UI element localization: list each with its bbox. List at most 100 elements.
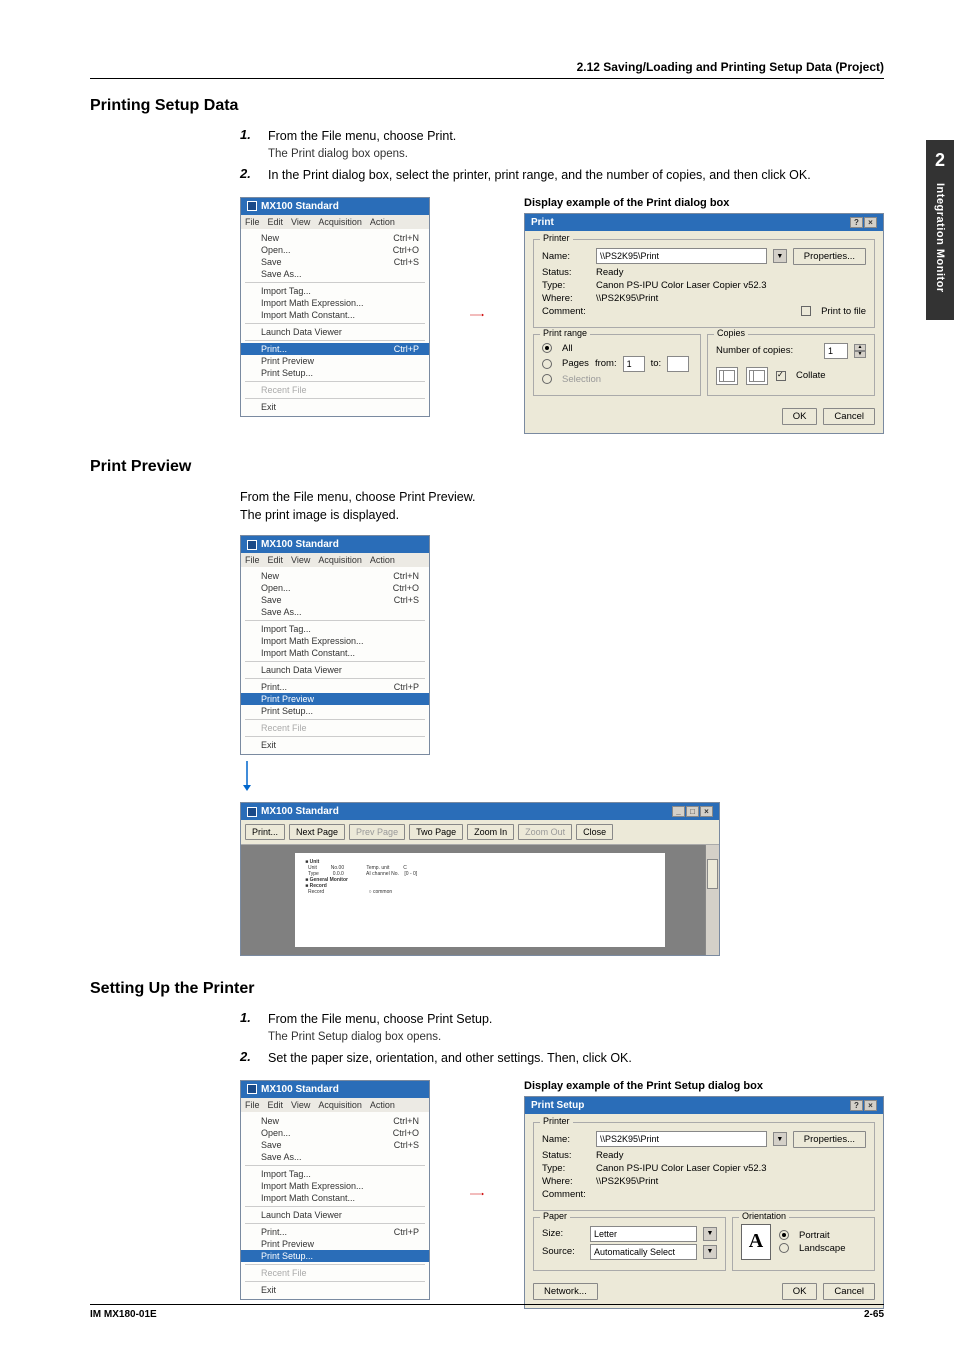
label: Print to file bbox=[821, 306, 866, 317]
preview-area: ■ Unit Unit No.00 Temp. unit C Type 0.0.… bbox=[241, 845, 719, 955]
label: Status: bbox=[542, 267, 590, 278]
label: to: bbox=[651, 358, 662, 369]
preview-close-button[interactable]: Close bbox=[576, 824, 613, 840]
properties-button[interactable]: Properties... bbox=[793, 1131, 866, 1148]
from-input[interactable]: 1 bbox=[623, 356, 645, 372]
print-preview-window: MX100 Standard _□× Print... Next Page Pr… bbox=[240, 802, 720, 956]
section-header: 2.12 Saving/Loading and Printing Setup D… bbox=[90, 60, 884, 79]
range-all-radio[interactable] bbox=[542, 343, 552, 353]
properties-button[interactable]: Properties... bbox=[793, 248, 866, 265]
figure-caption: Display example of the Print Setup dialo… bbox=[524, 1080, 884, 1092]
dialog-titlebar: Print Setup ?× bbox=[525, 1097, 883, 1114]
paper-source-select[interactable]: Automatically Select bbox=[590, 1244, 697, 1260]
collate-checkbox[interactable] bbox=[776, 371, 786, 381]
where-value: \\PS2K95\Print bbox=[596, 1176, 658, 1187]
label: Number of copies: bbox=[716, 345, 793, 356]
arrow-down-icon bbox=[240, 761, 254, 791]
range-pages-radio[interactable] bbox=[542, 359, 552, 369]
file-menu-figure: MX100 StandardFileEditViewAcquisitionAct… bbox=[240, 197, 430, 417]
step: 1. From the File menu, choose Print Setu… bbox=[240, 1010, 884, 1043]
dialog-titlebar: MX100 Standard _□× bbox=[241, 803, 719, 820]
step-subtext: The Print dialog box opens. bbox=[268, 148, 456, 160]
window-buttons: ?× bbox=[849, 217, 877, 228]
label: Portrait bbox=[799, 1230, 830, 1241]
label: Size: bbox=[542, 1228, 584, 1239]
step-text: Set the paper size, orientation, and oth… bbox=[268, 1049, 632, 1068]
preview-zoom-in-button[interactable]: Zoom In bbox=[467, 824, 514, 840]
preview-toolbar: Print... Next Page Prev Page Two Page Zo… bbox=[241, 820, 719, 845]
status-value: Ready bbox=[596, 1150, 623, 1161]
print-setup-dialog: Print Setup ?× Printer Name: \\PS2K95\Pr… bbox=[524, 1096, 884, 1309]
window-buttons: ?× bbox=[849, 1100, 877, 1111]
dropdown-icon[interactable]: ▼ bbox=[773, 249, 787, 263]
dialog-title: Print Setup bbox=[531, 1100, 584, 1111]
type-value: Canon PS-IPU Color Laser Copier v52.3 bbox=[596, 280, 767, 291]
dialog-titlebar: Print ?× bbox=[525, 214, 883, 231]
landscape-radio[interactable] bbox=[779, 1243, 789, 1253]
maximize-button[interactable]: □ bbox=[686, 806, 699, 817]
network-button[interactable]: Network... bbox=[533, 1283, 598, 1300]
body-text: The print image is displayed. bbox=[240, 506, 884, 525]
dropdown-icon[interactable]: ▼ bbox=[773, 1132, 787, 1146]
preview-prev-button: Prev Page bbox=[349, 824, 405, 840]
close-button[interactable]: × bbox=[864, 1100, 877, 1111]
where-value: \\PS2K95\Print bbox=[596, 293, 658, 304]
cancel-button[interactable]: Cancel bbox=[823, 408, 875, 425]
scrollbar[interactable] bbox=[705, 845, 719, 955]
preview-print-button[interactable]: Print... bbox=[245, 824, 285, 840]
dialog-title: Print bbox=[531, 217, 554, 228]
label: Selection bbox=[562, 374, 601, 385]
paper-size-select[interactable]: Letter bbox=[590, 1226, 697, 1242]
help-button[interactable]: ? bbox=[850, 217, 863, 228]
step-text: In the Print dialog box, select the prin… bbox=[268, 166, 811, 185]
to-input[interactable] bbox=[667, 356, 689, 372]
label: Where: bbox=[542, 293, 590, 304]
close-button[interactable]: × bbox=[700, 806, 713, 817]
copies-spinner[interactable]: ▲▼ bbox=[854, 344, 866, 358]
preview-page: ■ Unit Unit No.00 Temp. unit C Type 0.0.… bbox=[295, 853, 665, 947]
printer-name-select[interactable]: \\PS2K95\Print bbox=[596, 1131, 767, 1147]
step-number: 2. bbox=[240, 1049, 268, 1068]
printer-name-select[interactable]: \\PS2K95\Print bbox=[596, 248, 767, 264]
copies-input[interactable]: 1 bbox=[824, 343, 848, 359]
label: Pages bbox=[562, 358, 589, 369]
type-value: Canon PS-IPU Color Laser Copier v52.3 bbox=[596, 1163, 767, 1174]
cancel-button[interactable]: Cancel bbox=[823, 1283, 875, 1300]
ok-button[interactable]: OK bbox=[782, 1283, 818, 1300]
step-subtext: The Print Setup dialog box opens. bbox=[268, 1031, 492, 1043]
label: Name: bbox=[542, 251, 590, 262]
file-menu-figure: MX100 StandardFileEditViewAcquisitionAct… bbox=[240, 1080, 430, 1300]
label: All bbox=[562, 343, 573, 354]
portrait-radio[interactable] bbox=[779, 1230, 789, 1240]
range-selection-radio bbox=[542, 374, 552, 384]
footer: IM MX180-01E 2-65 bbox=[90, 1304, 884, 1320]
dropdown-icon[interactable]: ▼ bbox=[703, 1227, 717, 1241]
help-button[interactable]: ? bbox=[850, 1100, 863, 1111]
window-buttons: _□× bbox=[671, 806, 713, 817]
minimize-button[interactable]: _ bbox=[672, 806, 685, 817]
footer-left: IM MX180-01E bbox=[90, 1309, 157, 1320]
fieldset-legend: Paper bbox=[540, 1211, 570, 1221]
file-menu-figure: MX100 StandardFileEditViewAcquisitionAct… bbox=[240, 535, 884, 755]
heading-setting-up-printer: Setting Up the Printer bbox=[90, 980, 884, 998]
body-text: From the File menu, choose Print Preview… bbox=[240, 488, 884, 507]
footer-right: 2-65 bbox=[864, 1309, 884, 1320]
fieldset-legend: Print range bbox=[540, 328, 590, 338]
close-button[interactable]: × bbox=[864, 217, 877, 228]
preview-two-page-button[interactable]: Two Page bbox=[409, 824, 463, 840]
step: 2. In the Print dialog box, select the p… bbox=[240, 166, 884, 185]
window-title: MX100 Standard bbox=[261, 806, 339, 817]
step-text: From the File menu, choose Print Setup. bbox=[268, 1010, 492, 1029]
fieldset-legend: Orientation bbox=[739, 1211, 789, 1221]
dropdown-icon[interactable]: ▼ bbox=[703, 1245, 717, 1259]
collate-icon bbox=[716, 367, 738, 385]
orientation-icon: A bbox=[741, 1224, 771, 1260]
preview-next-button[interactable]: Next Page bbox=[289, 824, 345, 840]
fieldset-legend: Copies bbox=[714, 328, 748, 338]
print-to-file-checkbox[interactable] bbox=[801, 306, 811, 316]
arrow-right-icon bbox=[470, 1187, 484, 1201]
label: Collate bbox=[796, 370, 826, 381]
label: Name: bbox=[542, 1134, 590, 1145]
step: 1. From the File menu, choose Print. The… bbox=[240, 127, 884, 160]
ok-button[interactable]: OK bbox=[782, 408, 818, 425]
